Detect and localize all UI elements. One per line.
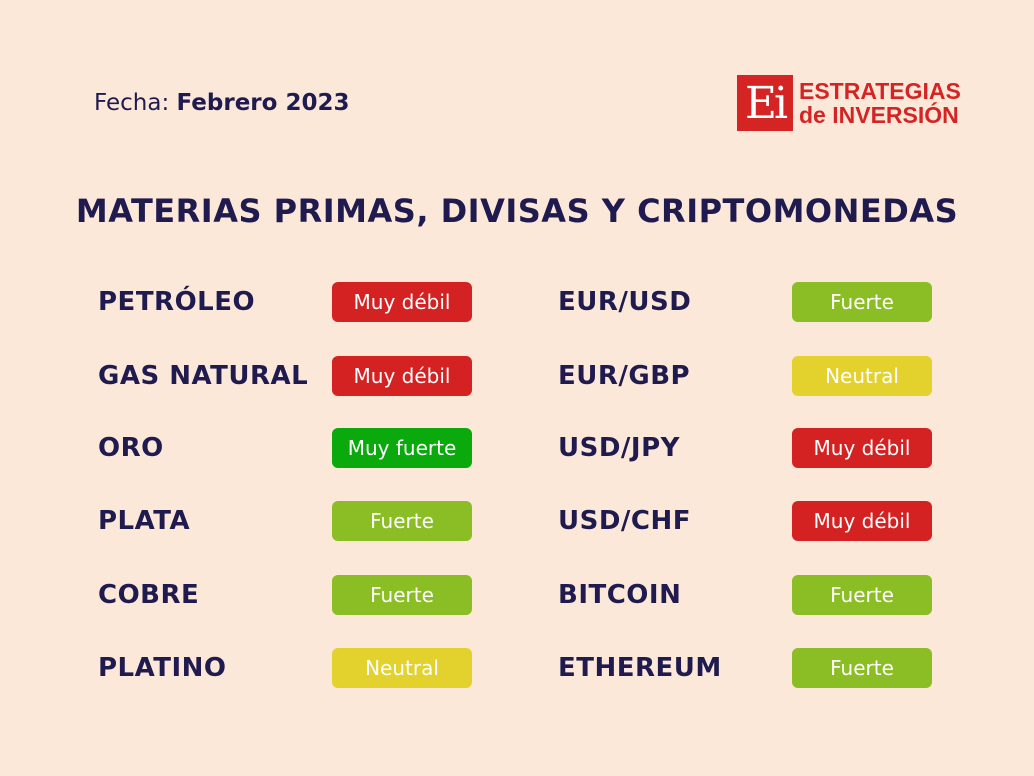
list-item: ETHEREUM Fuerte <box>558 648 932 688</box>
asset-name: USD/JPY <box>558 433 680 463</box>
status-badge: Neutral <box>792 356 932 396</box>
list-item: EUR/GBP Neutral <box>558 356 932 396</box>
list-item: ORO Muy fuerte <box>98 428 472 468</box>
asset-name: EUR/USD <box>558 287 692 317</box>
asset-name: USD/CHF <box>558 506 692 536</box>
status-badge: Muy fuerte <box>332 428 472 468</box>
date-value: Febrero 2023 <box>176 90 350 116</box>
status-badge: Muy débil <box>792 501 932 541</box>
status-badge: Muy débil <box>332 356 472 396</box>
asset-name: GAS NATURAL <box>98 361 309 391</box>
status-badge: Fuerte <box>332 575 472 615</box>
status-badge: Muy débil <box>792 428 932 468</box>
status-badge: Muy débil <box>332 282 472 322</box>
asset-name: BITCOIN <box>558 580 682 610</box>
asset-name: PETRÓLEO <box>98 287 256 317</box>
asset-name: PLATA <box>98 506 191 536</box>
logo-line1: ESTRATEGIAS <box>799 78 961 104</box>
list-item: COBRE Fuerte <box>98 575 472 615</box>
list-item: EUR/USD Fuerte <box>558 282 932 322</box>
list-item: PETRÓLEO Muy débil <box>98 282 472 322</box>
list-item: BITCOIN Fuerte <box>558 575 932 615</box>
list-item: USD/CHF Muy débil <box>558 501 932 541</box>
asset-name: ETHEREUM <box>558 653 722 683</box>
list-item: PLATINO Neutral <box>98 648 472 688</box>
date-label: Fecha: <box>94 90 170 116</box>
status-badge: Fuerte <box>332 501 472 541</box>
logo: Ei ESTRATEGIAS de INVERSIÓN <box>737 75 961 131</box>
logo-line2: de INVERSIÓN <box>799 102 959 128</box>
logo-mark: Ei <box>737 75 793 131</box>
asset-name: COBRE <box>98 580 200 610</box>
list-item: USD/JPY Muy débil <box>558 428 932 468</box>
status-badge: Fuerte <box>792 648 932 688</box>
asset-name: ORO <box>98 433 164 463</box>
status-badge: Neutral <box>332 648 472 688</box>
status-badge: Fuerte <box>792 575 932 615</box>
date: Fecha: Febrero 2023 <box>94 90 349 116</box>
asset-name: PLATINO <box>98 653 227 683</box>
list-item: PLATA Fuerte <box>98 501 472 541</box>
status-badge: Fuerte <box>792 282 932 322</box>
asset-name: EUR/GBP <box>558 361 691 391</box>
page-title: MATERIAS PRIMAS, DIVISAS Y CRIPTOMONEDAS <box>75 192 959 230</box>
list-item: GAS NATURAL Muy débil <box>98 356 472 396</box>
logo-text: ESTRATEGIAS de INVERSIÓN <box>799 79 961 127</box>
